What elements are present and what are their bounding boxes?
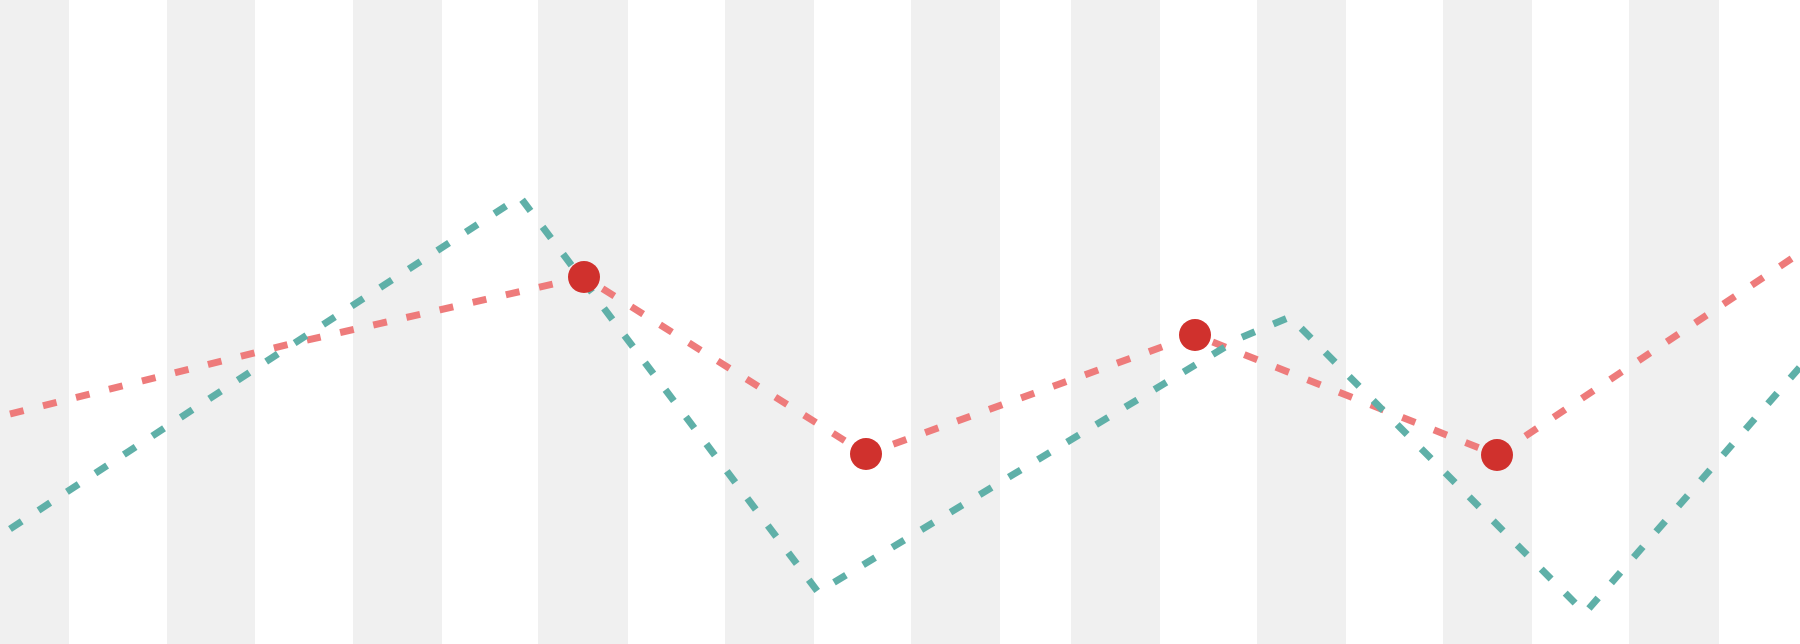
background-band-1 [167,0,255,644]
background-band-7 [1257,0,1346,644]
background-band-8 [1443,0,1532,644]
data-marker-3 [1179,319,1211,351]
background-band-9 [1629,0,1719,644]
background-band-5 [911,0,1000,644]
series-line-2 [8,192,1800,619]
data-markers [568,261,1513,471]
background-band-6 [1071,0,1160,644]
data-marker-2 [850,438,882,470]
data-marker-4 [1481,439,1513,471]
background-band-0 [0,0,69,644]
background-band-2 [353,0,442,644]
background-band-4 [725,0,814,644]
data-marker-1 [568,261,600,293]
background-band-3 [538,0,628,644]
background-bands [0,0,1719,644]
